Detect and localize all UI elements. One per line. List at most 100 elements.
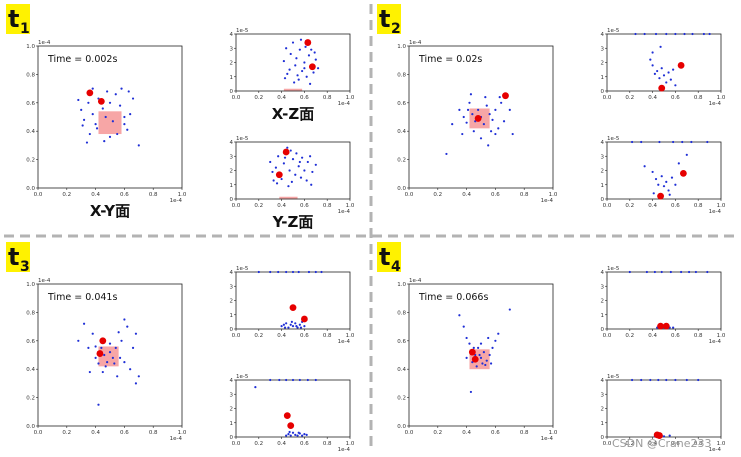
small-particle-point <box>88 370 91 374</box>
x-tick-label: 1.0 <box>346 333 355 339</box>
y-tick-label: 1 <box>230 313 234 319</box>
small-particle-point <box>114 346 117 349</box>
small-particle-point <box>299 176 303 179</box>
small-particle-point <box>694 270 698 274</box>
y-tick-label: 3 <box>230 46 234 52</box>
small-particle-point <box>81 124 84 127</box>
small-particle-point <box>104 365 107 368</box>
x-scale-label: 1e-4 <box>709 209 722 215</box>
small-particle-point <box>653 270 656 274</box>
small-particle-point <box>113 362 116 365</box>
y-tick-label: 0.4 <box>26 367 35 373</box>
small-particle-point <box>280 177 283 181</box>
small-particle-point <box>657 183 660 186</box>
small-particle-point <box>305 75 308 78</box>
y-scale-label: 1e-5 <box>607 374 620 380</box>
large-particle-point <box>99 337 107 345</box>
plot-frame <box>606 33 722 92</box>
large-particle-point <box>97 97 105 105</box>
y-tick-label: 0.6 <box>397 339 406 345</box>
y-tick-label: 3 <box>601 284 605 290</box>
small-particle-point <box>295 152 298 155</box>
small-particle-point <box>485 104 488 107</box>
small-particle-point <box>307 270 311 274</box>
y-tick-label: 0.2 <box>397 396 406 402</box>
x-tick-label: 0.2 <box>625 203 634 209</box>
small-particle-point <box>662 435 666 438</box>
small-particle-point <box>677 162 680 165</box>
y-tick-label: 0.4 <box>397 129 406 135</box>
x-tick-label: 0.6 <box>671 203 680 209</box>
small-particle-point <box>674 84 677 87</box>
chart-xz: 0.0 0.2 0.4 0.6 0.8 1.0 0 1 2 3 4 1e-4 1e-5 X-Z面 <box>230 28 355 123</box>
y-tick-label: 4 <box>230 32 234 38</box>
y-tick-label: 2 <box>601 407 605 413</box>
y-tick-label: 0.2 <box>397 158 406 164</box>
x-tick-label: 0.8 <box>694 333 703 339</box>
label-main: t <box>379 243 390 271</box>
x-tick-label: 0.0 <box>34 192 43 198</box>
x-tick-label: 0.0 <box>232 203 241 209</box>
small-particle-point <box>111 356 114 359</box>
y-tick-label: 3 <box>601 46 605 52</box>
y-tick-label: 4 <box>601 378 605 384</box>
small-particle-point <box>691 32 694 36</box>
y-tick-label: 0 <box>601 197 605 203</box>
small-particle-point <box>287 326 290 329</box>
x-tick-label: 0.6 <box>671 95 680 101</box>
x-tick-label: 0.8 <box>323 95 332 101</box>
small-particle-point <box>282 162 285 165</box>
panel-t3: t 30.0 0.2 0.4 0.6 0.8 1.00.00.20.40.60.81.01e… <box>6 242 355 453</box>
large-particle-point <box>287 422 295 429</box>
x-tick-label: 1.0 <box>717 333 726 339</box>
small-particle-point <box>500 101 503 104</box>
small-particle-point <box>652 192 655 195</box>
y-tick-label: 3 <box>230 284 234 290</box>
chart-yz: 0.0 0.2 0.4 0.6 0.8 1.0 0 1 2 3 4 1e-4 1e-5 <box>601 374 726 453</box>
small-particle-point <box>275 182 279 185</box>
small-particle-point <box>488 353 491 357</box>
x-tick-label: 0.0 <box>603 333 612 339</box>
small-particle-point <box>665 81 668 84</box>
y-tick-label: 0.8 <box>26 310 35 316</box>
small-particle-point <box>484 96 487 99</box>
small-particle-point <box>674 378 677 382</box>
large-particle-point <box>283 412 291 420</box>
y-tick-label: 1.0 <box>397 282 406 288</box>
small-particle-point <box>299 38 303 41</box>
y-tick-label: 0 <box>230 327 234 333</box>
x-scale-label: 1e-4 <box>338 209 351 215</box>
y-tick-label: 2 <box>601 299 605 305</box>
small-particle-point <box>77 98 80 102</box>
plot-frame <box>235 141 351 200</box>
small-particle-point <box>478 353 481 357</box>
x-tick-label: 0.8 <box>520 192 529 198</box>
small-particle-point <box>314 270 317 274</box>
small-particle-point <box>277 270 280 274</box>
small-particle-point <box>297 78 300 81</box>
small-particle-point <box>269 270 272 274</box>
x-tick-label: 0.2 <box>433 430 442 436</box>
y-tick-label: 3 <box>601 154 605 160</box>
large-particle-point <box>308 63 316 71</box>
small-particle-point <box>289 434 292 437</box>
small-particle-point <box>465 121 468 124</box>
small-particle-point <box>127 90 130 93</box>
small-particle-point <box>485 359 488 362</box>
chart-yz: 0.0 0.2 0.4 0.6 0.8 1.0 0 1 2 3 4 1e-4 1e-5 Y-Z面 <box>230 136 355 231</box>
x-tick-label: 0.2 <box>254 95 263 101</box>
small-particle-point <box>489 362 493 365</box>
x-tick-label: 0.0 <box>232 441 241 447</box>
x-tick-label: 1.0 <box>717 95 726 101</box>
small-particle-point <box>269 160 272 164</box>
x-scale-label: 1e-4 <box>338 101 351 107</box>
small-particle-point <box>672 140 675 144</box>
small-particle-point <box>469 93 473 96</box>
x-scale-label: 1e-4 <box>338 447 351 453</box>
y-scale-label: 1e-4 <box>38 278 51 284</box>
small-particle-point <box>482 123 485 126</box>
panel-t1: t 10.0 0.2 0.4 0.6 0.8 1.00.00.20.40.60.81.01e… <box>6 4 355 231</box>
small-particle-point <box>628 270 631 274</box>
x-tick-label: 0.6 <box>491 430 500 436</box>
